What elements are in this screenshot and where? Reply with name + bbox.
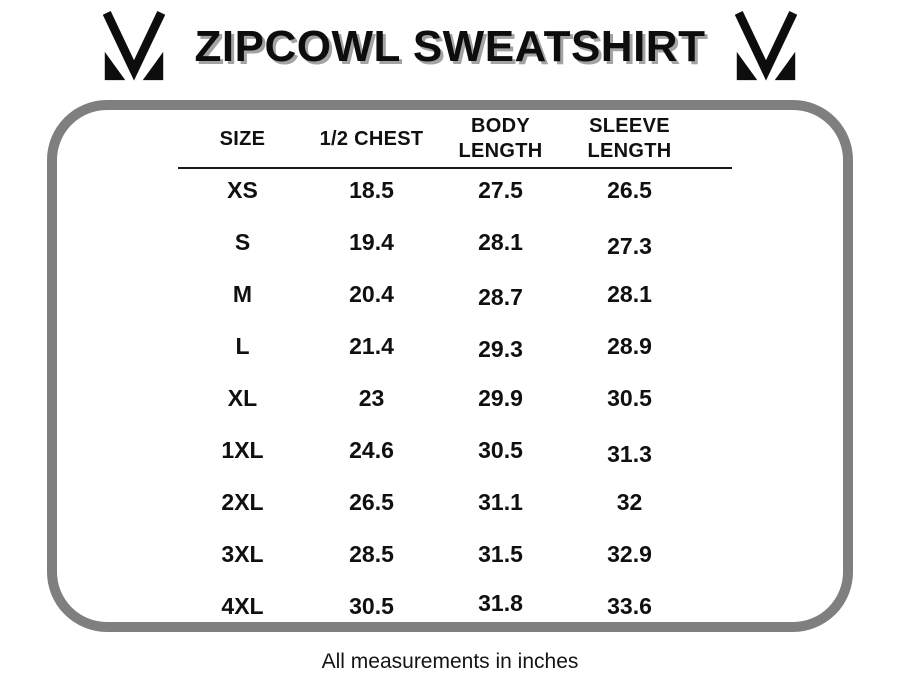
measurement-cell: 31.3 — [607, 441, 652, 467]
measurement-cell: 31.8 — [478, 590, 523, 616]
measurement-cell: 28.1 — [478, 229, 523, 255]
column-header-body-length: BODY LENGTH — [458, 115, 543, 162]
measurement-cell: 24.6 — [349, 437, 394, 463]
size-cell: 3XL — [221, 541, 264, 567]
brand-m-logo-icon — [735, 11, 798, 81]
table-rows: XS 18.5 27.5 26.5 S 19.4 28.1 27.3 M 20.4 28.7 28.1… — [178, 164, 694, 632]
size-cell: L — [235, 333, 250, 359]
header-divider — [178, 167, 732, 169]
brand-m-logo-icon — [102, 11, 165, 81]
size-cell: 2XL — [221, 489, 264, 515]
table-row: 2XL 26.5 31.1 32 — [178, 476, 694, 528]
measurement-cell: 30.5 — [478, 437, 523, 463]
header: ZIPCOWL SWEATSHIRT — [0, 0, 900, 94]
measurement-cell: 30.5 — [607, 385, 652, 411]
measurement-cell: 27.5 — [478, 177, 523, 203]
measurement-cell: 31.1 — [478, 489, 523, 515]
measurement-cell: 30.5 — [349, 593, 394, 619]
measurement-cell: 26.5 — [607, 177, 652, 203]
size-cell: XS — [227, 177, 258, 203]
measurement-cell: 20.4 — [349, 281, 394, 307]
size-cell: 4XL — [221, 593, 264, 619]
column-header-sleeve-length: SLEEVE LENGTH — [587, 115, 672, 162]
table-row: XS 18.5 27.5 26.5 — [178, 164, 694, 216]
measurement-cell: 27.3 — [607, 233, 652, 259]
measurement-cell: 18.5 — [349, 177, 394, 203]
table-row: M 20.4 28.7 28.1 — [178, 268, 694, 320]
measurement-cell: 32.9 — [607, 541, 652, 567]
measurements-note: All measurements in inches — [321, 650, 579, 673]
measurement-cell: 28.1 — [607, 281, 652, 307]
table-row: L 21.4 29.3 28.9 — [178, 320, 694, 372]
table-row: 4XL 30.5 31.8 33.6 — [178, 580, 694, 632]
table-row: S 19.4 28.1 27.3 — [178, 216, 694, 268]
measurement-cell: 29.9 — [478, 385, 523, 411]
size-cell: M — [232, 281, 253, 307]
column-header-size: SIZE — [219, 127, 266, 150]
table-row: XL 23 29.9 30.5 — [178, 372, 694, 424]
measurement-cell: 29.3 — [478, 336, 523, 362]
measurement-cell: 28.9 — [607, 333, 652, 359]
measurement-cell: 32 — [616, 489, 643, 515]
measurement-cell: 31.5 — [478, 541, 523, 567]
measurement-cell: 28.7 — [478, 284, 523, 310]
size-chart-frame — [47, 100, 853, 632]
measurement-cell: 23 — [358, 385, 385, 411]
measurement-cell: 28.5 — [349, 541, 394, 567]
size-cell: XL — [227, 385, 258, 411]
measurement-cell: 21.4 — [349, 333, 394, 359]
column-header-half-chest: 1/2 CHEST — [319, 127, 424, 150]
measurement-cell: 26.5 — [349, 489, 394, 515]
table-row: 1XL 24.6 30.5 31.3 — [178, 424, 694, 476]
size-cell: 1XL — [221, 437, 264, 463]
measurement-cell: 33.6 — [607, 593, 652, 619]
measurement-cell: 19.4 — [349, 229, 394, 255]
page-title: ZIPCOWL SWEATSHIRT — [194, 22, 706, 71]
table-row: 3XL 28.5 31.5 32.9 — [178, 528, 694, 580]
table-header-row: SIZE 1/2 CHEST BODY LENGTH SLEEVE LENGTH — [178, 112, 694, 166]
size-cell: S — [234, 229, 251, 255]
